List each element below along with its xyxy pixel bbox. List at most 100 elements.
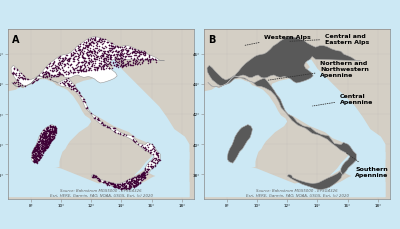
- Point: [32, 150, 38, 154]
- Point: [47, 139, 53, 143]
- Point: [35, 144, 41, 147]
- Point: [11, 72, 18, 76]
- Point: [33, 148, 40, 152]
- Point: [90, 52, 97, 55]
- Point: [43, 66, 49, 70]
- Point: [75, 48, 82, 51]
- Point: [41, 134, 48, 138]
- Point: [49, 63, 56, 67]
- Point: [92, 47, 99, 51]
- Point: [35, 157, 41, 161]
- Point: [37, 149, 44, 153]
- Point: [39, 71, 45, 75]
- Point: [93, 54, 99, 57]
- Point: [94, 42, 100, 46]
- Point: [108, 183, 114, 186]
- Point: [41, 145, 48, 149]
- Point: [76, 94, 83, 98]
- Point: [46, 75, 52, 79]
- Point: [112, 183, 118, 187]
- Point: [44, 138, 51, 141]
- Point: [43, 141, 50, 145]
- Point: [118, 53, 124, 57]
- Text: Northern and
Northwestern
Apennine: Northern and Northwestern Apennine: [267, 61, 369, 81]
- Point: [51, 130, 58, 133]
- Point: [38, 139, 45, 143]
- Point: [46, 141, 53, 144]
- Point: [133, 180, 140, 183]
- Point: [50, 69, 57, 73]
- Point: [141, 176, 148, 179]
- Point: [107, 55, 113, 58]
- Point: [112, 127, 119, 131]
- Point: [92, 116, 98, 120]
- Point: [72, 67, 78, 71]
- Point: [122, 56, 128, 60]
- Point: [40, 139, 47, 143]
- Polygon shape: [270, 57, 386, 178]
- Point: [96, 46, 102, 49]
- Point: [102, 52, 108, 55]
- Point: [120, 62, 126, 66]
- Point: [43, 72, 49, 76]
- Point: [46, 142, 52, 145]
- Point: [115, 46, 121, 50]
- Point: [56, 61, 62, 64]
- Point: [100, 41, 106, 45]
- Point: [55, 66, 62, 70]
- Point: [128, 185, 135, 189]
- Point: [10, 71, 16, 75]
- Point: [84, 106, 91, 110]
- Point: [100, 64, 106, 68]
- Point: [138, 50, 144, 54]
- Point: [110, 182, 116, 186]
- Point: [45, 125, 51, 129]
- Point: [47, 131, 53, 134]
- Point: [42, 138, 49, 142]
- Point: [137, 52, 143, 56]
- Point: [43, 137, 49, 141]
- Point: [117, 52, 124, 55]
- Point: [76, 54, 83, 57]
- Point: [134, 50, 140, 54]
- Point: [41, 134, 47, 138]
- Point: [119, 186, 126, 190]
- Point: [126, 187, 132, 191]
- Point: [108, 183, 114, 186]
- Point: [48, 74, 54, 77]
- Point: [42, 141, 49, 145]
- Point: [96, 64, 102, 67]
- Point: [30, 80, 37, 84]
- Point: [134, 180, 140, 184]
- Point: [87, 42, 93, 45]
- Point: [110, 45, 117, 49]
- Point: [51, 60, 57, 64]
- Point: [59, 66, 65, 70]
- Point: [64, 79, 70, 83]
- Point: [119, 65, 126, 69]
- Point: [99, 54, 105, 58]
- Point: [42, 139, 48, 143]
- Point: [122, 45, 128, 49]
- Point: [47, 69, 54, 73]
- Point: [72, 87, 79, 91]
- Point: [127, 180, 133, 184]
- Point: [119, 46, 125, 50]
- Point: [143, 147, 150, 151]
- Point: [130, 59, 136, 63]
- Point: [62, 80, 68, 84]
- Point: [111, 46, 118, 50]
- Point: [42, 73, 48, 76]
- Point: [100, 55, 106, 58]
- Point: [113, 53, 120, 57]
- Point: [128, 184, 134, 188]
- Point: [131, 49, 138, 53]
- Point: [116, 185, 122, 188]
- Point: [118, 49, 124, 53]
- Point: [83, 60, 89, 64]
- Point: [141, 176, 147, 180]
- Point: [36, 147, 42, 150]
- Point: [104, 181, 111, 185]
- Point: [115, 51, 121, 55]
- Point: [56, 61, 63, 65]
